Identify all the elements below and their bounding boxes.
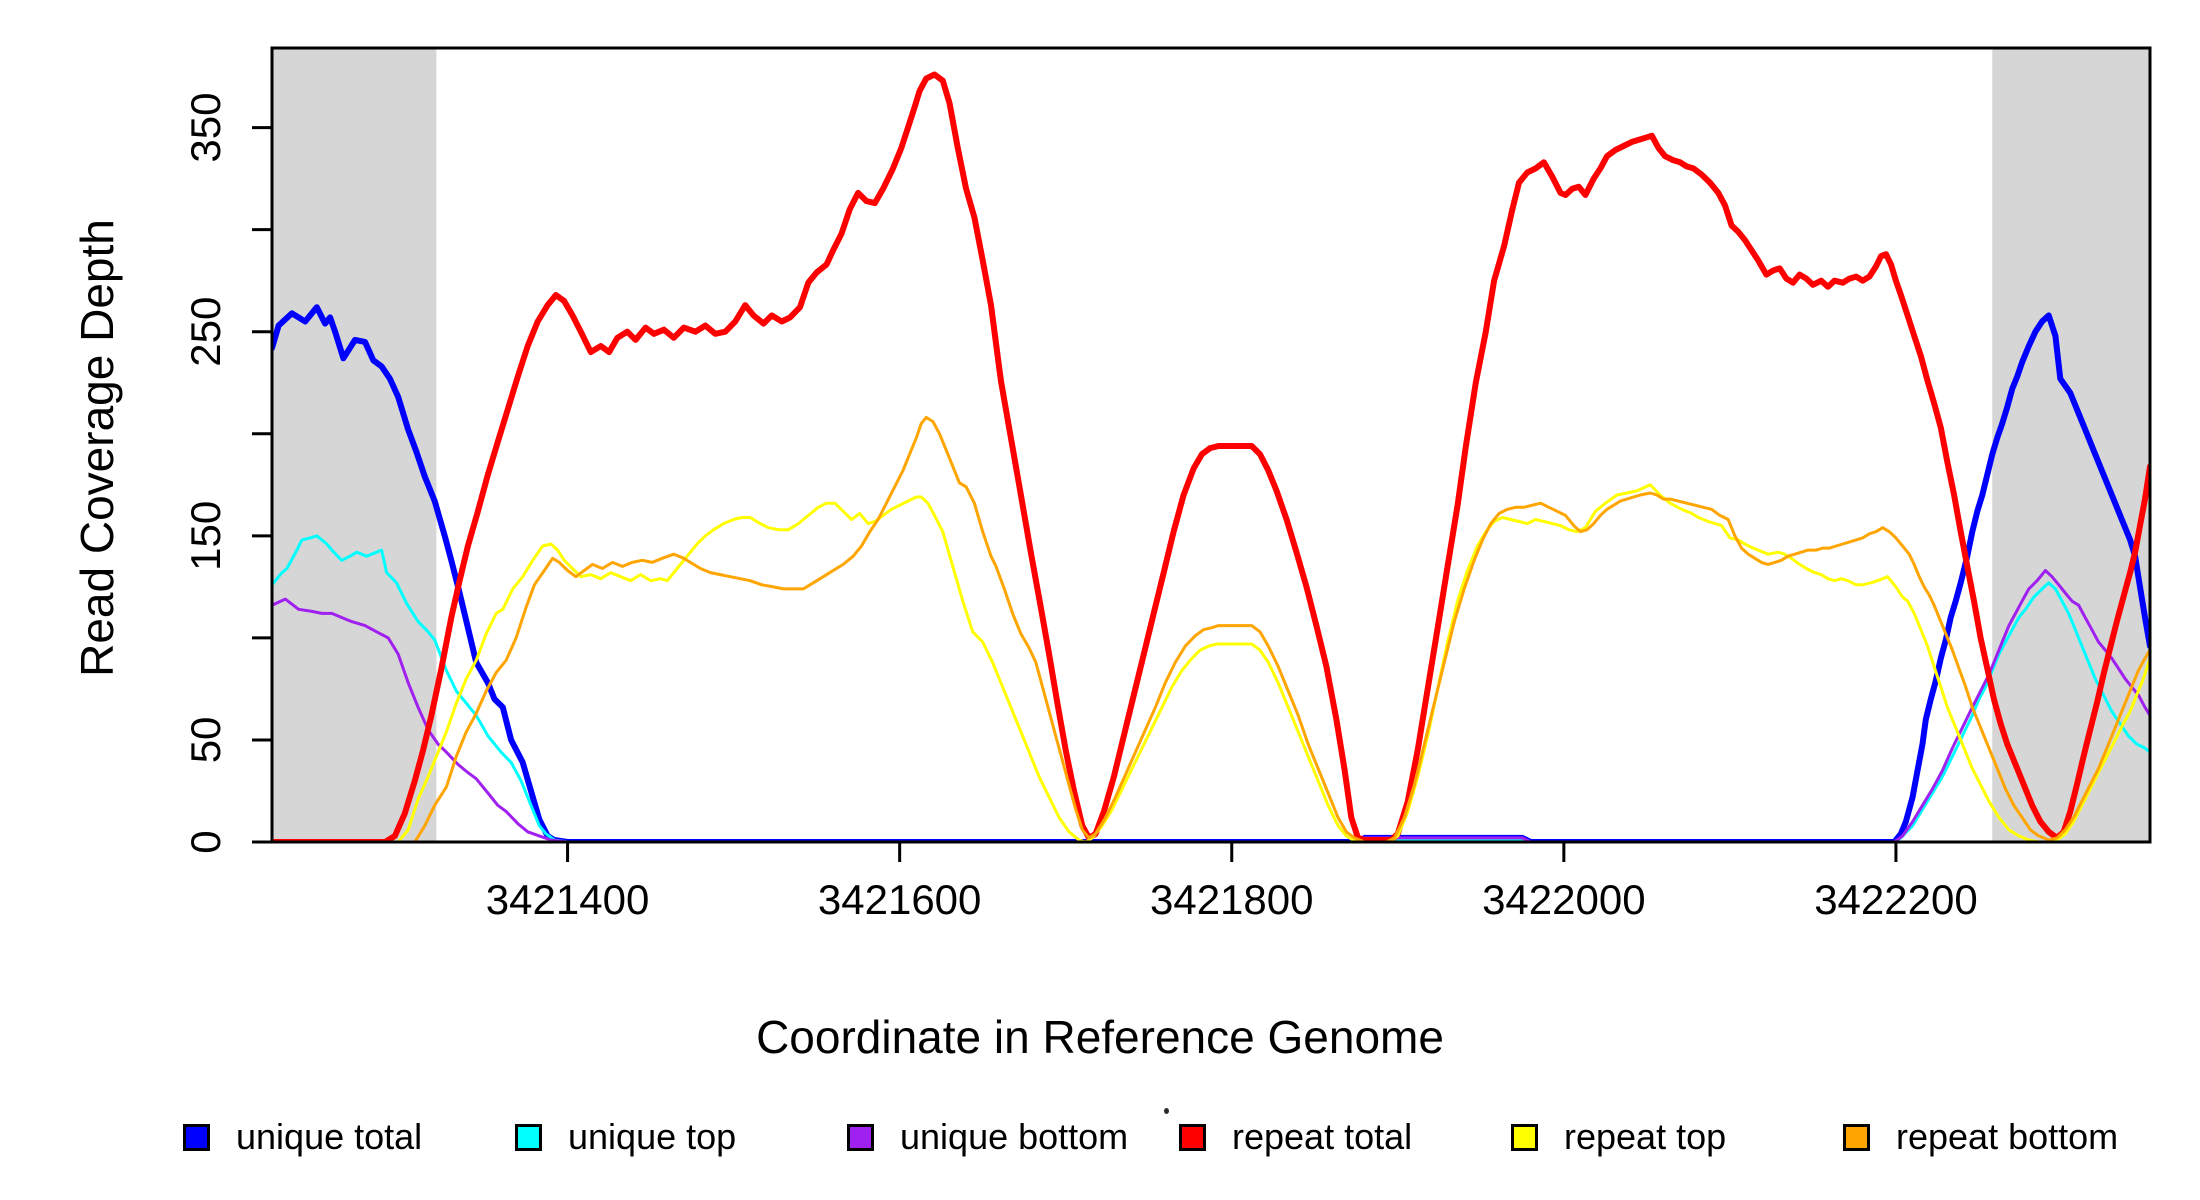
legend-swatch-icon (1179, 1123, 1206, 1151)
legend-item-unique-bottom: unique bottom (847, 1119, 1179, 1155)
chart-legend: unique total unique top unique bottom repea… (183, 1112, 2175, 1162)
legend-label: unique total (236, 1116, 423, 1157)
legend-item-repeat-total: repeat total (1179, 1119, 1511, 1155)
y-tick-label: 50 (182, 717, 229, 764)
legend-swatch-icon (847, 1123, 874, 1151)
legend-label: repeat bottom (1896, 1116, 2119, 1157)
legend-swatch-icon (515, 1123, 542, 1151)
legend-swatch-icon (1843, 1123, 1870, 1151)
legend-label: unique bottom (900, 1116, 1129, 1157)
legend-label: repeat total (1232, 1116, 1413, 1157)
series-repeat-top (272, 483, 2150, 842)
legend-label: unique top (568, 1116, 737, 1157)
y-tick-label: 150 (182, 501, 229, 571)
x-tick-label: 3421600 (818, 876, 982, 923)
y-tick-label: 0 (182, 830, 229, 853)
legend-item-unique-top: unique top (515, 1119, 847, 1155)
x-tick-label: 3422000 (1482, 876, 1646, 923)
series-unique-top (272, 534, 2150, 842)
x-tick-label: 3421800 (1150, 876, 1314, 923)
legend-item-repeat-top: repeat top (1511, 1119, 1843, 1155)
y-tick-label: 350 (182, 93, 229, 163)
legend-label: repeat top (1564, 1116, 1727, 1157)
series-repeat-total (272, 71, 2150, 842)
series-unique-bottom (272, 569, 2150, 842)
legend-swatch-icon (183, 1123, 210, 1151)
shaded-region (272, 48, 437, 842)
x-axis-title: Coordinate in Reference Genome (756, 1011, 1444, 1063)
legend-item-repeat-bottom: repeat bottom (1843, 1119, 2175, 1155)
y-axis-title: Read Coverage Depth (71, 219, 123, 677)
shaded-region (1992, 48, 2150, 842)
stray-dot (1164, 1108, 1169, 1114)
x-tick-label: 3422200 (1814, 876, 1978, 923)
series-repeat-bottom (272, 415, 2150, 842)
x-tick-label: 3421400 (486, 876, 650, 923)
y-tick-label: 250 (182, 297, 229, 367)
plot-border (270, 46, 2152, 844)
legend-item-unique-total: unique total (183, 1119, 515, 1155)
legend-swatch-icon (1511, 1123, 1538, 1151)
series-unique-total (272, 304, 2150, 842)
